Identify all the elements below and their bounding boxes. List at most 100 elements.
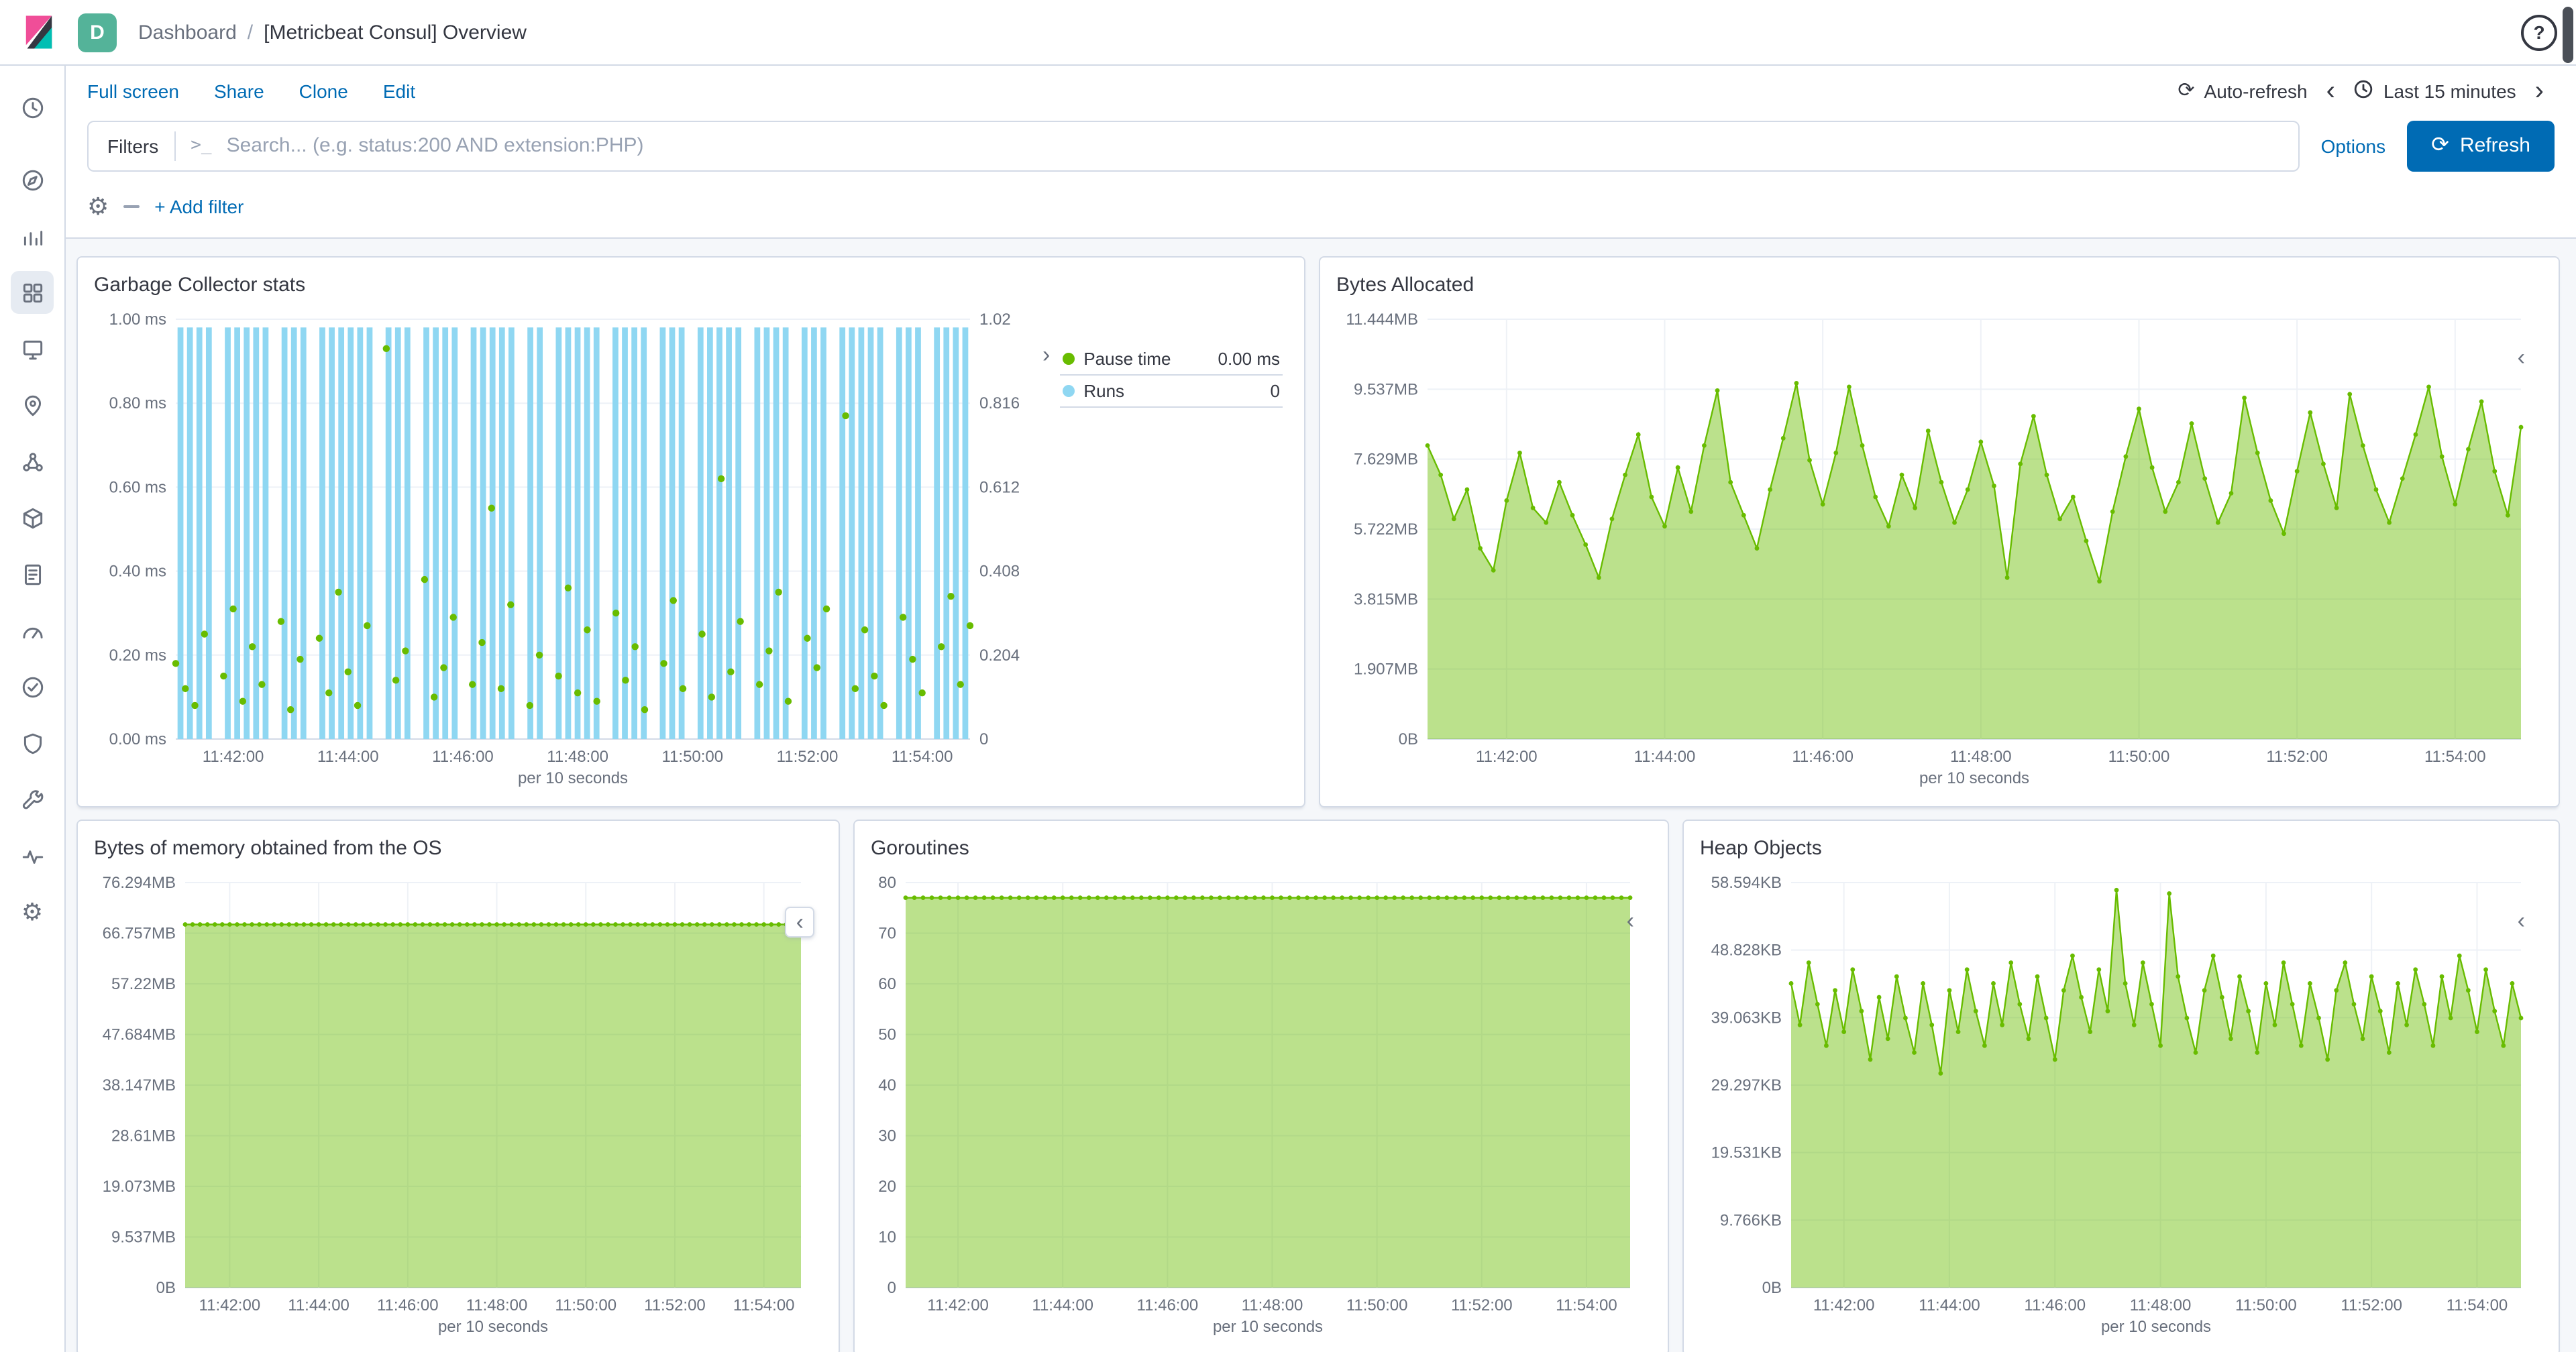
svg-text:0.20 ms: 0.20 ms xyxy=(109,646,166,665)
sidebar-item-maps[interactable] xyxy=(0,377,64,433)
refresh-button-icon: ⟳ xyxy=(2431,133,2449,156)
svg-text:11:50:00: 11:50:00 xyxy=(2108,748,2170,766)
options-link[interactable]: Options xyxy=(2320,135,2386,156)
query-bar: Filters >_ Options ⟳ Refresh xyxy=(66,115,2576,176)
svg-text:11:54:00: 11:54:00 xyxy=(892,748,953,766)
refresh-button[interactable]: ⟳ Refresh xyxy=(2407,120,2555,171)
ml-icon xyxy=(11,440,54,483)
svg-text:11:46:00: 11:46:00 xyxy=(2024,1296,2086,1314)
svg-text:per 10 seconds: per 10 seconds xyxy=(1213,1318,1323,1336)
svg-text:47.684MB: 47.684MB xyxy=(103,1026,176,1044)
garbage-collector-chart[interactable]: 0.00 ms 0 0.20 ms 0.204 0.40 ms 0.408 0.60 ms 0… xyxy=(94,303,1033,793)
sidebar-item-logs[interactable] xyxy=(0,546,64,602)
svg-text:0.408: 0.408 xyxy=(979,563,1020,581)
svg-text:30: 30 xyxy=(878,1127,896,1145)
sidebar-item-machine-learning[interactable] xyxy=(0,433,64,490)
svg-text:11:48:00: 11:48:00 xyxy=(1242,1296,1303,1314)
svg-text:1.00 ms: 1.00 ms xyxy=(109,311,166,329)
svg-text:0.00 ms: 0.00 ms xyxy=(109,730,166,748)
kibana-logo-icon[interactable] xyxy=(19,12,59,52)
filter-bar: ⚙ + Add filter xyxy=(66,176,2576,239)
dashboard-grid: Garbage Collector stats 0.00 ms 0 0.20 ms 0… xyxy=(66,239,2576,1352)
svg-text:0B: 0B xyxy=(1399,730,1418,748)
bytes-memory-os-chart[interactable]: 0B 9.537MB 19.073MB 28.61MB 38.147MB 47.684MB… xyxy=(94,866,822,1341)
edit-link[interactable]: Edit xyxy=(382,80,416,101)
breadcrumb-dashboard-link[interactable]: Dashboard xyxy=(138,21,237,44)
pause-time-dot-icon xyxy=(1062,353,1075,365)
sidebar-item-management[interactable]: ⚙ xyxy=(0,884,64,940)
space-badge[interactable]: D xyxy=(78,13,117,52)
svg-text:9.537MB: 9.537MB xyxy=(111,1229,176,1247)
dashboard-toolbar: Full screen Share Clone Edit ⟳ Auto-refr… xyxy=(66,66,2576,115)
add-filter-link[interactable]: + Add filter xyxy=(154,196,244,217)
svg-text:11:44:00: 11:44:00 xyxy=(1032,1296,1093,1314)
svg-text:11:44:00: 11:44:00 xyxy=(1919,1296,1980,1314)
sidebar-item-siem[interactable] xyxy=(0,715,64,771)
svg-text:70: 70 xyxy=(878,925,896,943)
svg-text:11:54:00: 11:54:00 xyxy=(2424,748,2486,766)
panel-bytes-memory-os: Bytes of memory obtained from the OS ‹ 0… xyxy=(76,820,840,1352)
legend-expand-icon[interactable]: ‹ xyxy=(1617,907,1644,935)
search-input[interactable]: Filters >_ xyxy=(87,120,2300,171)
filters-button[interactable]: Filters xyxy=(105,135,174,156)
help-icon[interactable]: ? xyxy=(2521,14,2557,50)
time-back-button[interactable]: ‹ xyxy=(2316,77,2346,104)
legend-expand-icon[interactable]: ‹ xyxy=(2508,343,2534,372)
visualize-icon xyxy=(11,215,54,258)
sidebar-item-canvas[interactable] xyxy=(0,321,64,377)
legend-value: 0 xyxy=(1270,381,1280,401)
svg-text:11:48:00: 11:48:00 xyxy=(1950,748,2012,766)
svg-text:11:52:00: 11:52:00 xyxy=(2341,1296,2402,1314)
svg-text:0.204: 0.204 xyxy=(979,646,1020,665)
share-link[interactable]: Share xyxy=(213,80,264,101)
svg-text:48.828KB: 48.828KB xyxy=(1711,942,1782,960)
svg-text:9.766KB: 9.766KB xyxy=(1720,1211,1782,1229)
goroutines-chart[interactable]: 0 10 20 30 40 50 60 70 80 11:42:00 11:44:00 11:46:0… xyxy=(871,866,1652,1341)
gear-icon: ⚙ xyxy=(21,899,44,925)
svg-text:80: 80 xyxy=(878,874,896,892)
sidebar-item-dev-tools[interactable] xyxy=(0,771,64,828)
svg-text:19.531KB: 19.531KB xyxy=(1711,1144,1782,1162)
siem-icon xyxy=(11,722,54,765)
svg-text:60: 60 xyxy=(878,975,896,993)
legend-item-pause-time[interactable]: Pause time 0.00 ms xyxy=(1059,343,1283,376)
svg-text:58.594KB: 58.594KB xyxy=(1711,874,1782,892)
svg-text:11:50:00: 11:50:00 xyxy=(1346,1296,1408,1314)
full-screen-link[interactable]: Full screen xyxy=(87,80,179,101)
clone-link[interactable]: Clone xyxy=(299,80,348,101)
svg-text:7.629MB: 7.629MB xyxy=(1354,451,1418,469)
time-forward-button[interactable]: › xyxy=(2524,77,2555,104)
svg-text:38.147MB: 38.147MB xyxy=(103,1076,176,1094)
sidebar-item-recently-viewed[interactable] xyxy=(0,79,64,135)
sidebar-item-uptime[interactable] xyxy=(0,659,64,715)
legend-collapse-icon[interactable]: › xyxy=(1033,343,1059,366)
sidebar-item-monitoring[interactable] xyxy=(0,828,64,884)
sidebar-item-apm[interactable] xyxy=(0,602,64,659)
svg-text:11:42:00: 11:42:00 xyxy=(199,1296,261,1314)
legend-label: Pause time xyxy=(1083,349,1171,369)
svg-text:0B: 0B xyxy=(1762,1279,1782,1297)
svg-text:29.297KB: 29.297KB xyxy=(1711,1076,1782,1094)
sidebar-item-dashboard[interactable] xyxy=(0,264,64,321)
legend-expand-icon[interactable]: ‹ xyxy=(785,907,814,938)
bytes-allocated-chart[interactable]: 0B 1.907MB 3.815MB 5.722MB 7.629MB 9.537MB 11.… xyxy=(1336,303,2542,793)
svg-text:0: 0 xyxy=(979,730,988,748)
heap-objects-chart[interactable]: 0B 9.766KB 19.531KB 29.297KB 39.063KB 48.828K… xyxy=(1700,866,2542,1341)
search-field[interactable] xyxy=(226,134,2282,157)
svg-text:11:52:00: 11:52:00 xyxy=(2266,748,2328,766)
auto-refresh-button[interactable]: ⟳ Auto-refresh xyxy=(2169,80,2315,101)
time-range-label: Last 15 minutes xyxy=(2383,80,2516,101)
sidebar-divider xyxy=(0,135,64,152)
filter-options-gear-icon[interactable]: ⚙ xyxy=(87,193,109,220)
sidebar-item-infrastructure[interactable] xyxy=(0,490,64,546)
time-range-button[interactable]: Last 15 minutes xyxy=(2346,78,2524,103)
sidebar-item-discover[interactable] xyxy=(0,152,64,208)
scrollbar-thumb[interactable] xyxy=(2563,7,2573,63)
svg-text:per 10 seconds: per 10 seconds xyxy=(518,769,628,787)
legend-item-runs[interactable]: Runs 0 xyxy=(1059,376,1283,408)
svg-text:39.063KB: 39.063KB xyxy=(1711,1009,1782,1027)
logs-icon xyxy=(11,553,54,596)
legend-expand-icon[interactable]: ‹ xyxy=(2508,907,2534,935)
sidebar-item-visualize[interactable] xyxy=(0,208,64,264)
breadcrumb: Dashboard / [Metricbeat Consul] Overview xyxy=(138,21,527,44)
